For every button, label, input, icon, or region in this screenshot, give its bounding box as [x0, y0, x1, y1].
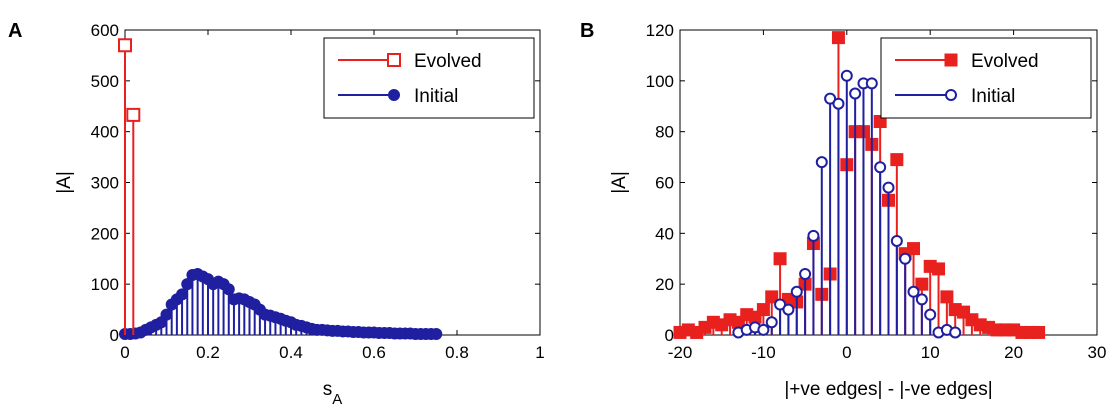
data-point: [890, 153, 904, 167]
y-axis-label: |A|: [54, 171, 75, 194]
x-axis-label-main: |+ve edges| - |-ve edges|: [784, 379, 992, 400]
legend-label: Initial: [414, 86, 458, 107]
y-tick-label: 300: [91, 174, 119, 193]
x-tick-label: -10: [751, 343, 776, 362]
x-tick-label: 0: [120, 343, 129, 362]
data-point: [799, 268, 812, 280]
data-point: [940, 290, 954, 304]
x-axis-label-main: s: [323, 379, 333, 400]
data-point: [849, 87, 862, 100]
data-point: [807, 229, 820, 242]
data-point: [915, 277, 929, 291]
legend: Evolved Initial: [880, 37, 1092, 119]
data-point: [126, 107, 141, 122]
x-tick-label: 20: [1004, 343, 1023, 362]
data-point: [832, 97, 845, 110]
x-tick-label: 1: [535, 343, 544, 362]
legend: Evolved Initial: [323, 37, 535, 119]
data-point: [840, 69, 853, 82]
data-point: [907, 242, 921, 256]
data-point: [756, 303, 770, 317]
legend-box: [323, 37, 535, 119]
data-point: [907, 285, 920, 298]
data-point: [1032, 325, 1046, 339]
data-point: [915, 293, 928, 306]
data-point: [765, 290, 779, 304]
series-evolved: [118, 38, 141, 335]
y-tick-label: 100: [91, 275, 119, 294]
x-tick-label: 10: [921, 343, 940, 362]
data-point: [899, 252, 912, 265]
data-point: [118, 38, 132, 53]
x-axis-label: sA: [323, 379, 343, 408]
y-tick-label: 20: [655, 275, 674, 294]
data-point: [831, 31, 845, 45]
y-tick-label: 400: [91, 123, 119, 142]
data-point: [824, 92, 837, 105]
data-point: [773, 252, 787, 266]
y-tick-label: 40: [655, 224, 674, 243]
data-point: [765, 316, 778, 329]
x-tick-label: 0.6: [362, 343, 386, 362]
y-tick-label: 0: [110, 326, 119, 345]
data-point: [790, 285, 803, 298]
data-point: [882, 181, 895, 194]
legend-marker: [945, 89, 957, 101]
data-point: [176, 288, 189, 301]
y-tick-label: 200: [91, 224, 119, 243]
y-axis-label: |A|: [609, 171, 630, 194]
x-tick-label: 0.2: [196, 343, 220, 362]
legend-marker: [944, 53, 958, 67]
y-tick-label: 60: [655, 174, 674, 193]
panel-letter-b: B: [580, 20, 595, 42]
data-point: [160, 308, 173, 321]
y-tick-label: 0: [665, 326, 674, 345]
data-point: [222, 283, 235, 296]
chart-panel-b: -20 -10 0 10 20 30 0 20 40 60 80 100 120 |+ve edges| …: [609, 21, 1106, 400]
data-point: [757, 323, 770, 336]
data-point: [890, 234, 903, 247]
panel-letter-a: A: [8, 20, 23, 42]
x-tick-label: -20: [668, 343, 693, 362]
series-initial: [119, 268, 443, 340]
data-point: [865, 77, 878, 90]
x-axis-label: |+ve edges| - |-ve edges|: [784, 379, 992, 400]
x-tick-label: 30: [1088, 343, 1107, 362]
data-point: [782, 303, 795, 316]
y-tick-label: 500: [91, 72, 119, 91]
legend-marker: [387, 53, 401, 67]
legend-label: Evolved: [414, 51, 482, 72]
data-point: [430, 327, 443, 340]
x-tick-label: 0.4: [279, 343, 303, 362]
x-tick-label: 0: [842, 343, 851, 362]
chart-panel-a: 0 0.2 0.4 0.6 0.8 1 0 100 200 300 400 500 600 sA |A| Ev…: [54, 21, 545, 408]
x-tick-label: 0.8: [445, 343, 469, 362]
data-point: [924, 308, 937, 321]
x-axis-label-subscript: A: [332, 391, 342, 408]
legend-label: Evolved: [971, 51, 1039, 72]
data-point: [932, 262, 946, 276]
y-tick-label: 80: [655, 123, 674, 142]
data-point: [874, 161, 887, 174]
data-point: [949, 326, 962, 339]
y-tick-label: 120: [646, 21, 674, 40]
data-point: [815, 156, 828, 169]
series-initial: [732, 69, 962, 339]
legend-box: [880, 37, 1092, 119]
y-tick-label: 600: [91, 21, 119, 40]
y-tick-label: 100: [646, 72, 674, 91]
legend-marker: [388, 89, 400, 101]
data-point: [774, 298, 787, 311]
legend-label: Initial: [971, 86, 1015, 107]
